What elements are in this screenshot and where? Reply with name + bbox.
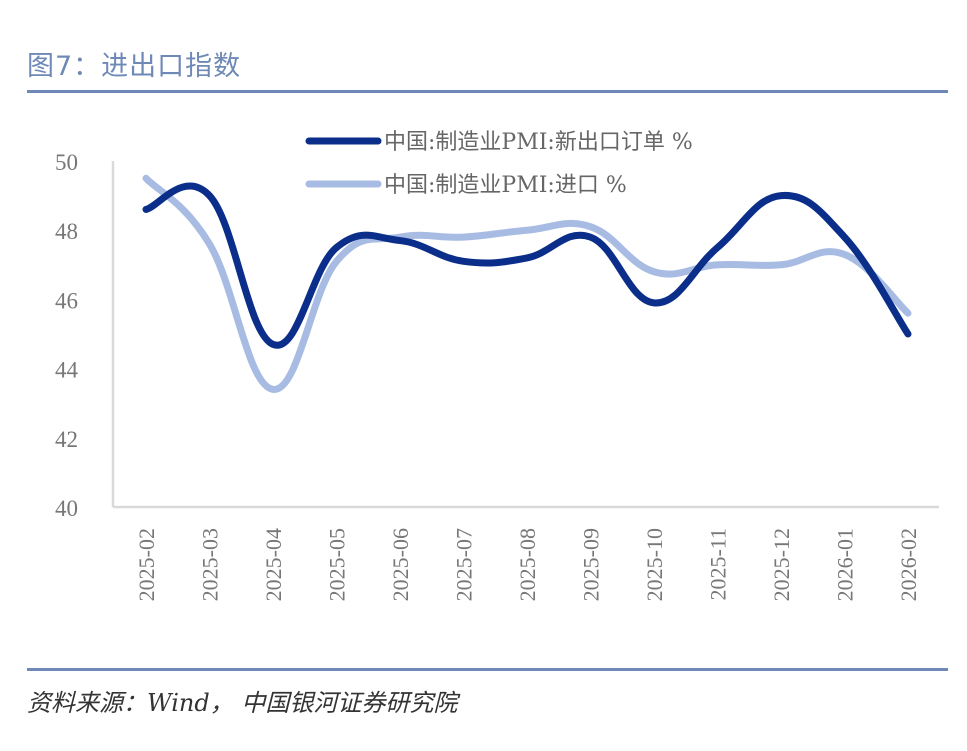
legend-item-new-export-orders: 中国:制造业PMI:新出口订单 % bbox=[305, 130, 693, 155]
x-tick-label: 2025-12 bbox=[769, 528, 794, 601]
x-tick-label: 2026-01 bbox=[833, 528, 858, 601]
title-divider bbox=[27, 90, 948, 93]
line-chart: 40 42 44 46 48 50 2025-02 2025-03 2025-04 2025-05… bbox=[55, 130, 939, 601]
y-tick-label: 44 bbox=[55, 358, 79, 383]
x-tick-label: 2025-11 bbox=[706, 528, 731, 601]
y-tick-label: 46 bbox=[55, 288, 78, 313]
x-tick-label: 2025-03 bbox=[198, 528, 223, 601]
x-tick-label: 2025-02 bbox=[134, 528, 159, 601]
x-tick-label: 2025-05 bbox=[325, 528, 350, 601]
legend-label: 中国:制造业PMI:进口 % bbox=[384, 173, 627, 198]
source-note: 资料来源：Wind， 中国银河证券研究院 bbox=[27, 689, 458, 717]
x-tick-label: 2025-04 bbox=[261, 528, 286, 601]
y-tick-label: 48 bbox=[55, 219, 78, 244]
legend-item-imports: 中国:制造业PMI:进口 % bbox=[305, 173, 627, 198]
y-tick-label: 42 bbox=[55, 427, 78, 452]
chart-title: 图7：进出口指数 bbox=[27, 51, 242, 82]
y-tick-label: 40 bbox=[55, 496, 78, 521]
series-imports-line bbox=[142, 174, 912, 393]
x-tick-label: 2026-02 bbox=[896, 528, 921, 601]
x-tick-label: 2025-09 bbox=[579, 528, 604, 601]
x-tick-label: 2025-10 bbox=[642, 528, 667, 601]
x-tick-label: 2025-07 bbox=[452, 528, 477, 601]
series-new-export-orders-line bbox=[142, 182, 912, 349]
footer-divider bbox=[27, 668, 948, 671]
legend-label: 中国:制造业PMI:新出口订单 % bbox=[384, 130, 693, 155]
x-tick-label: 2025-06 bbox=[388, 528, 413, 601]
y-tick-label: 50 bbox=[55, 150, 78, 175]
x-tick-label: 2025-08 bbox=[515, 528, 540, 601]
